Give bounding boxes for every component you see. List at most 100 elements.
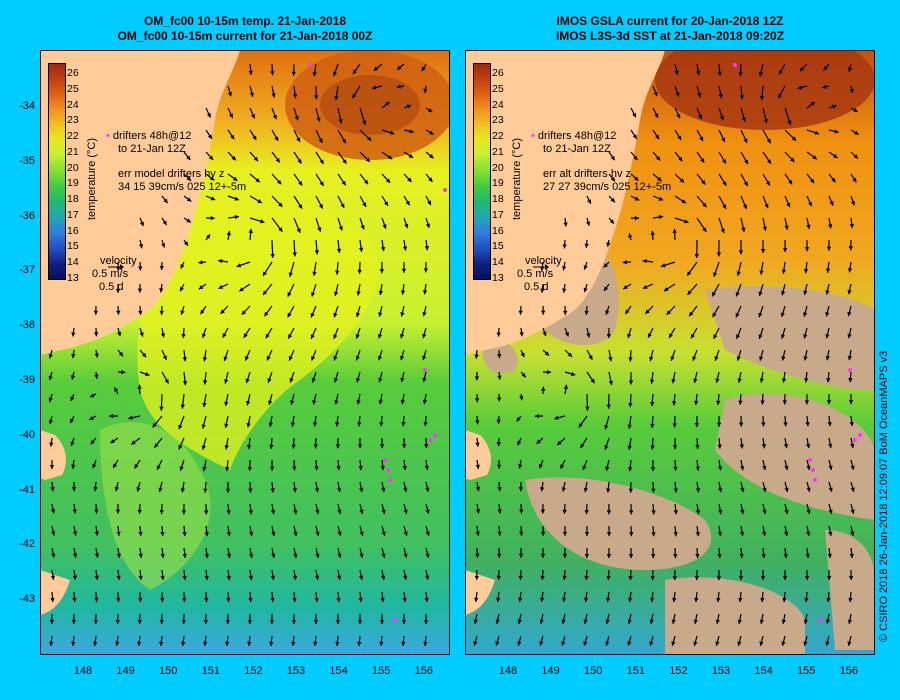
current-vector-head	[650, 576, 655, 581]
current-vector-head	[201, 424, 206, 429]
current-vector-head	[116, 553, 121, 558]
current-vector-head	[649, 356, 654, 362]
current-vector-head	[288, 334, 293, 339]
current-vector-head	[373, 66, 379, 71]
current-vector-head	[204, 510, 209, 515]
current-vector-head	[318, 204, 323, 209]
current-vector-head	[540, 266, 545, 271]
current-vector-head	[313, 444, 318, 449]
current-vector-head	[583, 265, 588, 270]
colorbar-tick-label: 22	[492, 130, 504, 143]
current-vector-head	[137, 641, 142, 646]
current-vector-head	[288, 272, 293, 277]
current-vector-head	[380, 465, 385, 471]
current-vector-head	[828, 487, 833, 492]
current-vector-head	[180, 404, 185, 409]
current-vector-head	[645, 309, 650, 314]
current-vector-head	[248, 488, 253, 493]
current-vector-head	[246, 400, 251, 406]
current-vector-head	[422, 333, 427, 339]
current-vector-head	[541, 386, 546, 391]
colorbar-tick-label: 14	[67, 256, 79, 269]
current-vector-head	[355, 334, 360, 339]
current-vector-head	[400, 399, 406, 405]
current-vector-head	[825, 355, 830, 361]
current-vector-head	[627, 424, 632, 429]
current-vector-head	[671, 641, 676, 646]
current-vector-head	[570, 371, 576, 377]
current-vector-head	[181, 510, 187, 515]
current-vector-head	[562, 509, 567, 514]
current-vector-head	[744, 159, 748, 165]
current-vector-head	[812, 155, 817, 160]
current-vector-head	[403, 509, 408, 514]
current-vector-head	[628, 488, 634, 493]
current-vector-head	[760, 400, 765, 405]
current-vector-head	[605, 597, 611, 602]
current-vector-head	[206, 113, 211, 118]
current-vector-head	[210, 196, 216, 201]
current-vector-head	[362, 202, 367, 207]
current-vector-head	[677, 135, 682, 141]
current-vector-head	[562, 310, 568, 315]
current-vector-head	[702, 227, 707, 232]
current-vector-head	[160, 553, 165, 558]
current-vector-head	[139, 221, 144, 227]
current-vector-head	[760, 576, 766, 581]
current-vector-head	[781, 641, 786, 646]
current-vector-head	[516, 417, 521, 422]
current-vector-head	[379, 269, 385, 274]
current-vector-head	[584, 310, 589, 315]
current-vector-head	[540, 575, 545, 580]
current-vector-head	[584, 575, 589, 581]
current-vector-head	[629, 532, 634, 537]
current-vector-head	[672, 597, 677, 603]
current-vector-head	[834, 129, 839, 134]
current-vector-head	[423, 620, 429, 625]
current-vector-head	[226, 231, 232, 236]
current-vector-head	[160, 333, 166, 338]
current-vector-head	[561, 487, 566, 492]
current-vector-head	[407, 177, 412, 182]
current-vector-head	[312, 71, 317, 77]
current-vector-head	[249, 92, 254, 97]
current-vector-head	[678, 156, 683, 162]
current-vector-head	[721, 137, 726, 142]
current-vector-head	[313, 641, 318, 646]
current-vector-head	[696, 70, 701, 76]
current-vector-head	[691, 333, 695, 339]
current-vector-head	[428, 177, 433, 182]
current-vector-head	[333, 377, 339, 383]
current-vector-head	[378, 312, 383, 317]
current-vector-head	[473, 641, 478, 646]
current-vector-head	[71, 487, 77, 492]
current-vector-head	[650, 423, 655, 428]
current-vector-head	[735, 291, 740, 297]
current-vector-head	[847, 355, 853, 361]
current-vector-head	[180, 286, 184, 292]
current-vector-head	[314, 95, 319, 100]
current-vector-head	[401, 620, 407, 625]
current-vector-head	[115, 288, 121, 293]
current-vector-head	[159, 406, 164, 411]
current-vector-head	[291, 444, 296, 449]
current-vector-head	[311, 356, 316, 361]
current-vector-head	[495, 619, 500, 624]
current-vector-head	[847, 311, 852, 317]
current-vector-head	[780, 334, 786, 339]
right-velocity-legend: velocity 0.5 m/s 0.5 d	[517, 255, 562, 294]
current-vector-head	[232, 176, 238, 181]
right-err-line2: 27 27 39cm/s 025 12+-5m	[543, 181, 672, 193]
current-vector-head	[296, 228, 301, 233]
current-vector-head	[70, 375, 76, 380]
current-vector-head	[606, 404, 611, 409]
current-vector-head	[584, 509, 589, 515]
current-vector-head	[721, 159, 726, 164]
current-vector-head	[735, 312, 740, 318]
current-vector-head	[205, 234, 211, 239]
current-vector-head	[93, 641, 98, 646]
current-vector-head	[497, 531, 502, 536]
current-vector-head	[118, 351, 124, 357]
current-vector-head	[335, 641, 340, 646]
current-vector-head	[292, 597, 297, 603]
